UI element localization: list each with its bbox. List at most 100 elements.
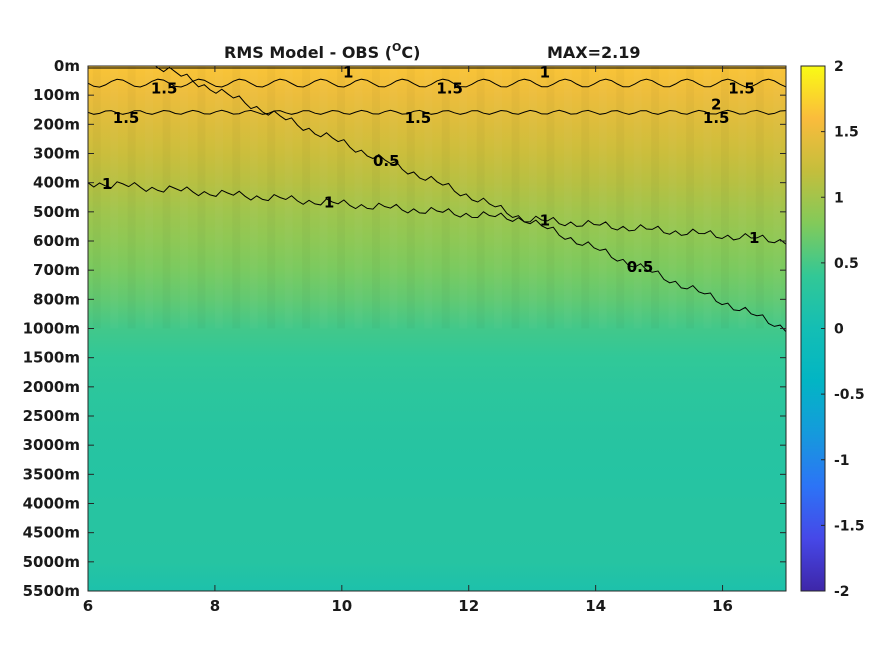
contour-label: 1 xyxy=(343,64,353,82)
texture-stripe xyxy=(354,66,362,329)
texture-stripe xyxy=(442,66,450,329)
contour-label: 0.5 xyxy=(125,49,152,67)
contour-label: 1.5 xyxy=(728,80,755,98)
contour-label: 1.5 xyxy=(151,80,178,98)
texture-stripe xyxy=(756,66,764,329)
y-tick-label: 200m xyxy=(33,115,80,133)
texture-stripe xyxy=(477,66,485,329)
contour-line-1-5 xyxy=(88,109,786,115)
colorbar-tick-label: 2 xyxy=(834,59,844,75)
texture-stripe xyxy=(128,66,136,329)
y-tick-label: 1000m xyxy=(23,320,80,338)
texture-stripe xyxy=(215,66,223,329)
texture-stripe xyxy=(302,66,310,329)
texture-stripe xyxy=(529,66,537,329)
contour-label: 1 xyxy=(540,64,550,82)
texture-stripe xyxy=(651,66,659,329)
contour-label: 2 xyxy=(711,96,721,114)
contour-label: 1 xyxy=(102,175,112,193)
texture-stripe xyxy=(564,66,572,329)
contour-line-1 xyxy=(88,181,786,245)
texture-stripe xyxy=(494,66,502,329)
max-annotation: MAX=2.19 xyxy=(547,43,641,62)
contour-label: 0.5 xyxy=(627,258,654,276)
x-axis: 6 8 10 12 14 16 xyxy=(83,66,733,615)
contour-lines xyxy=(88,66,786,333)
texture-stripe xyxy=(407,66,415,329)
contour-line-0-5 xyxy=(154,66,786,333)
texture-stripe xyxy=(163,66,171,329)
colorbar-tick-label: 0.5 xyxy=(834,256,859,272)
y-tick-label: 5000m xyxy=(23,553,80,571)
colorbar-tick-label: -2 xyxy=(834,584,850,600)
texture-stripe xyxy=(459,66,467,329)
x-tick-label: 16 xyxy=(712,597,733,615)
y-tick-label: 1500m xyxy=(23,349,80,367)
texture-stripe xyxy=(721,66,729,329)
y-tick-label: 100m xyxy=(33,86,80,104)
colorbar-tick-label: 0 xyxy=(834,322,844,338)
chart-title: RMS Model - OBS (OC) MAX=2.19 xyxy=(224,41,641,62)
texture-stripe xyxy=(581,66,589,329)
contour-label: 1.5 xyxy=(436,80,463,98)
texture-stripe xyxy=(372,66,380,329)
x-tick-label: 8 xyxy=(210,597,220,615)
contour-label: 1.5 xyxy=(405,109,432,127)
contour-label: 1.5 xyxy=(113,109,140,127)
texture-stripe xyxy=(738,66,746,329)
texture-stripe xyxy=(250,66,258,329)
texture-stripe xyxy=(773,66,781,329)
texture-stripe xyxy=(337,66,345,329)
colorbar-tick-label: 1.5 xyxy=(834,125,859,141)
texture-stripe xyxy=(389,66,397,329)
colorbar-ticks: 2 1.5 1 0.5 0 -0.5 -1 -1.5 -2 xyxy=(821,59,865,600)
colorbar-tick-label: -1 xyxy=(834,453,850,469)
x-tick-label: 6 xyxy=(83,597,93,615)
x-tick-label: 10 xyxy=(331,597,352,615)
depth-field xyxy=(88,66,786,591)
contour-label: 1.5 xyxy=(703,109,730,127)
y-tick-label: 700m xyxy=(33,261,80,279)
chart-title-text: RMS Model - OBS (OC) xyxy=(224,41,420,62)
texture-stripe xyxy=(93,66,101,329)
texture-stripe xyxy=(424,66,432,329)
texture-stripe xyxy=(616,66,624,329)
contour-label: 1 xyxy=(540,211,550,229)
texture-stripe xyxy=(110,66,118,329)
texture-stripe xyxy=(197,66,205,329)
colorbar-tick-label: -0.5 xyxy=(834,387,865,403)
texture-stripe xyxy=(232,66,240,329)
y-tick-label: 500m xyxy=(33,203,80,221)
texture-stripe xyxy=(145,66,153,329)
contour-line-1-5 xyxy=(88,78,786,88)
contour-label: 1 xyxy=(749,229,759,247)
contour-label: 1 xyxy=(324,193,334,211)
texture-stripe xyxy=(634,66,642,329)
y-tick-label: 300m xyxy=(33,145,80,163)
y-tick-label: 600m xyxy=(33,232,80,250)
x-tick-label: 14 xyxy=(585,597,606,615)
y-tick-label: 3000m xyxy=(23,436,80,454)
y-tick-label: 5500m xyxy=(23,582,80,600)
contour-label: 0.5 xyxy=(373,152,400,170)
texture-stripe xyxy=(180,66,188,329)
texture-stripe xyxy=(599,66,607,329)
y-tick-label: 400m xyxy=(33,174,80,192)
y-tick-label: 3500m xyxy=(23,465,80,483)
colorbar: 2 1.5 1 0.5 0 -0.5 -1 -1.5 -2 xyxy=(800,59,865,600)
y-tick-label: 4000m xyxy=(23,495,80,513)
y-tick-label: 4500m xyxy=(23,524,80,542)
texture-stripe xyxy=(546,66,554,329)
y-axis: 0m 100m 200m 300m 400m 500m 600m 700m 800m 1000m 1… xyxy=(23,57,786,600)
y-tick-label: 2000m xyxy=(23,378,80,396)
texture-stripe xyxy=(669,66,677,329)
y-tick-label: 2500m xyxy=(23,407,80,425)
y-tick-label: 0m xyxy=(54,57,80,75)
x-tick-label: 12 xyxy=(458,597,479,615)
colorbar-tick-label: 1 xyxy=(834,190,844,206)
y-tick-label: 800m xyxy=(33,290,80,308)
colorbar-tick-label: -1.5 xyxy=(834,518,865,534)
